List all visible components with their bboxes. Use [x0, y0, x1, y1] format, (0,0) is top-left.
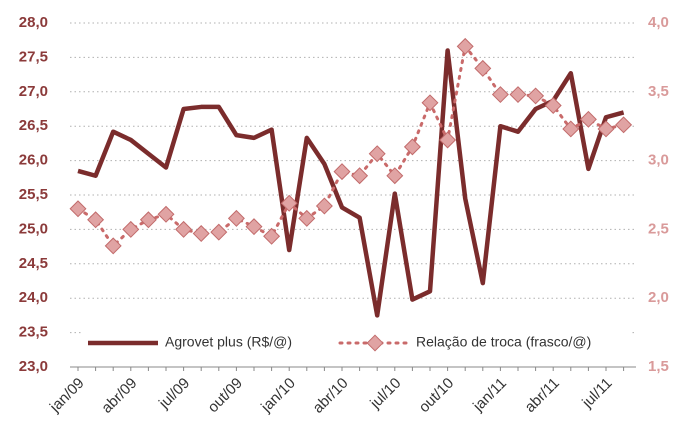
y2-tick-label: 1,5 — [648, 358, 669, 375]
legend-label: Relação de troca (frasco/@) — [416, 334, 591, 350]
y-tick-label: 26,0 — [19, 152, 48, 169]
x-tick-label: jan/09 — [46, 375, 88, 417]
marker — [210, 223, 228, 241]
marker — [597, 120, 615, 138]
y-tick-label: 23,0 — [19, 358, 48, 375]
marker — [122, 220, 140, 238]
marker — [227, 209, 245, 227]
x-tick-label: out/09 — [205, 375, 247, 417]
marker — [421, 94, 439, 112]
marker — [579, 110, 597, 128]
marker — [439, 131, 457, 149]
x-tick-label: jul/10 — [366, 375, 404, 413]
y-tick-label: 23,5 — [19, 324, 48, 341]
x-tick-label: abr/10 — [310, 375, 352, 417]
marker — [245, 218, 263, 236]
marker — [69, 200, 87, 218]
y-tick-label: 27,5 — [19, 48, 48, 65]
marker — [157, 205, 175, 223]
marker — [192, 225, 210, 243]
marker — [280, 194, 298, 212]
y2-tick-label: 3,0 — [648, 152, 669, 169]
marker — [351, 167, 369, 185]
legend-marker — [366, 334, 384, 352]
marker — [615, 116, 633, 134]
marker — [298, 209, 316, 227]
marker — [104, 237, 122, 255]
x-tick-label: jan/11 — [469, 375, 510, 416]
y2-tick-label: 2,0 — [648, 289, 669, 306]
marker — [263, 227, 281, 245]
marker — [474, 59, 492, 77]
marker — [87, 211, 105, 229]
y-tick-label: 25,5 — [19, 186, 48, 203]
x-tick-label: jul/11 — [578, 375, 615, 412]
x-tick-label: out/10 — [416, 375, 458, 417]
y-tick-label: 26,5 — [19, 117, 48, 134]
marker — [333, 163, 351, 181]
legend-label: Agrovet plus (R$/@) — [165, 334, 292, 350]
x-tick-label: jan/10 — [257, 375, 299, 417]
marker — [386, 167, 404, 185]
marker — [368, 145, 386, 163]
y-tick-label: 25,0 — [19, 220, 48, 237]
marker — [403, 138, 421, 156]
y-tick-label: 28,0 — [19, 14, 48, 31]
marker — [315, 197, 333, 215]
marker — [456, 37, 474, 55]
x-tick-label: abr/11 — [522, 375, 563, 416]
y-tick-label: 27,0 — [19, 83, 48, 100]
x-tick-label: jul/09 — [155, 375, 193, 413]
marker — [491, 86, 509, 104]
x-tick-label: abr/09 — [98, 375, 140, 417]
y2-tick-label: 4,0 — [648, 14, 669, 31]
marker — [527, 87, 545, 105]
marker — [139, 211, 157, 229]
y2-tick-label: 2,5 — [648, 220, 669, 237]
y-tick-label: 24,5 — [19, 255, 48, 272]
marker — [509, 86, 527, 104]
y2-tick-label: 3,5 — [648, 83, 669, 100]
marker — [175, 220, 193, 238]
marker — [544, 97, 562, 115]
marker — [562, 120, 580, 138]
y-tick-label: 24,0 — [19, 289, 48, 306]
series-line — [77, 48, 625, 318]
